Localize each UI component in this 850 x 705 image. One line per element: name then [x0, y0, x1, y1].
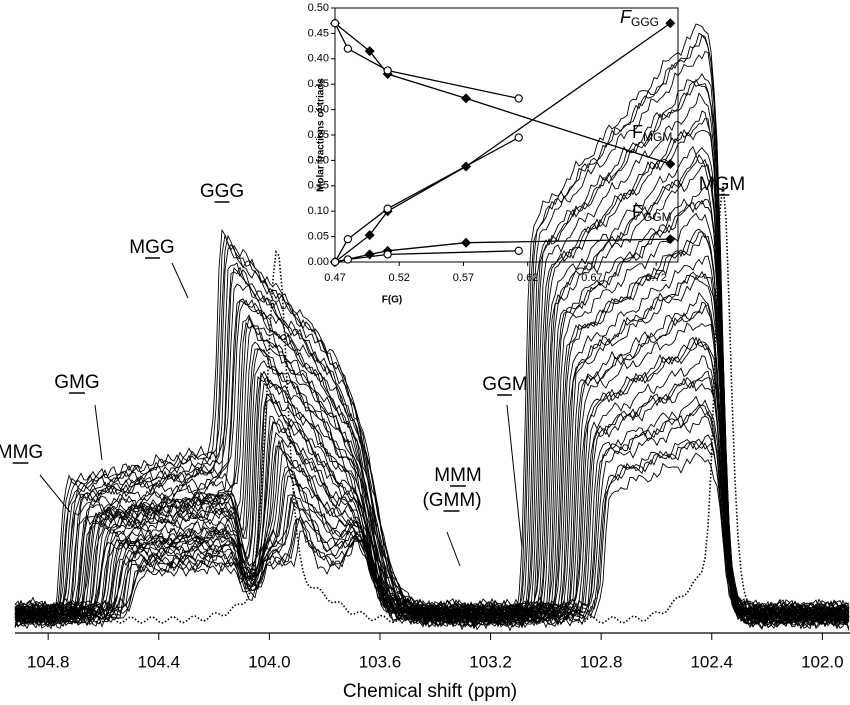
series-label: FGGM — [632, 202, 672, 224]
spectrum-trace — [14, 51, 850, 623]
y-tick-label: 0.45 — [308, 27, 329, 39]
series-line — [334, 22, 671, 263]
y-axis-label: Molar fractions of triads — [316, 78, 327, 192]
diamond-marker — [364, 46, 375, 57]
x-tick-label: 104.4 — [138, 652, 181, 671]
label-main: F — [632, 122, 643, 142]
leader-line — [171, 262, 189, 299]
x-tick-label: 102.4 — [690, 652, 733, 671]
peak-label: MGG — [129, 237, 174, 258]
series-line — [334, 22, 519, 100]
x-tick-label: 103.6 — [359, 652, 402, 671]
series-label: FGGG — [620, 7, 659, 29]
x-tick-label: 0.52 — [389, 272, 410, 284]
x-tick-label: 0.47 — [324, 272, 345, 284]
circle-marker — [383, 66, 392, 75]
x-tick-label: 104.8 — [27, 652, 70, 671]
x-axis-label: Chemical shift (ppm) — [343, 681, 517, 702]
x-tick-label: 0.62 — [517, 272, 538, 284]
y-tick-label: 0.25 — [308, 129, 329, 141]
x-tick-label: 102.0 — [801, 652, 844, 671]
x-tick-label: 102.8 — [580, 652, 623, 671]
diamond-marker — [461, 93, 472, 104]
peak-label: MGM — [699, 174, 745, 195]
spectra — [14, 23, 850, 632]
circle-marker — [343, 234, 352, 244]
diamond-marker — [665, 234, 676, 245]
y-tick-label: 0.40 — [308, 53, 329, 65]
leader-line — [446, 531, 461, 567]
circle-marker — [330, 19, 340, 28]
circle-marker — [383, 204, 392, 213]
label-sub: GGM — [643, 210, 672, 224]
x-axis-label: F(G) — [382, 295, 403, 306]
circle-marker — [330, 257, 340, 267]
peak-label: GMG — [54, 372, 99, 393]
leader-line — [94, 404, 103, 461]
spectrum-trace — [14, 23, 849, 630]
series-line — [334, 22, 671, 165]
y-tick-label: 0.00 — [308, 256, 329, 268]
label-sub: GGG — [631, 15, 659, 29]
inset-frame — [334, 7, 679, 263]
series-line — [334, 136, 520, 263]
peak-label: MMM — [434, 465, 481, 486]
x-tick-label: 0.72 — [645, 272, 666, 284]
circle-marker — [514, 94, 523, 103]
y-tick-label: 0.05 — [308, 231, 329, 243]
series-label: FMGM — [632, 122, 672, 144]
label-main: F — [632, 202, 643, 222]
leader-line — [506, 404, 523, 549]
circle-marker — [343, 44, 352, 53]
x-tick-label: 0.67 — [581, 272, 602, 284]
spectrum-trace — [14, 32, 850, 630]
peak-label: GGM — [482, 374, 527, 395]
peak-label: MMG — [0, 442, 43, 463]
spectrum-trace — [14, 186, 850, 628]
peak-label: GGG — [200, 181, 244, 202]
y-tick-label: 0.15 — [308, 180, 329, 192]
peak-label: (GMM) — [422, 490, 481, 511]
y-tick-label: 0.10 — [308, 205, 329, 217]
y-tick-label: 0.35 — [308, 78, 329, 90]
label-sub: MGM — [643, 130, 672, 144]
diamond-marker — [665, 158, 676, 169]
diamond-marker — [461, 237, 472, 248]
spectrum-trace — [14, 73, 850, 631]
circle-marker — [514, 133, 523, 142]
circle-marker — [343, 255, 352, 264]
x-tick-label: 104.0 — [248, 652, 291, 671]
circle-marker — [514, 246, 523, 255]
leader-line — [39, 474, 71, 513]
diamond-marker — [364, 249, 375, 260]
series-line — [334, 250, 519, 263]
reference-trace — [14, 183, 850, 624]
y-tick-label: 0.30 — [308, 104, 329, 116]
diamond-marker — [665, 18, 676, 29]
diamond-marker — [364, 230, 375, 241]
y-tick-label: 0.20 — [308, 154, 329, 166]
label-main: F — [620, 7, 632, 27]
x-tick-label: 0.57 — [453, 272, 474, 284]
spectrum-trace — [14, 212, 850, 623]
x-tick-label: 103.2 — [469, 652, 512, 671]
circle-marker — [383, 250, 392, 259]
y-tick-label: 0.50 — [308, 2, 329, 14]
